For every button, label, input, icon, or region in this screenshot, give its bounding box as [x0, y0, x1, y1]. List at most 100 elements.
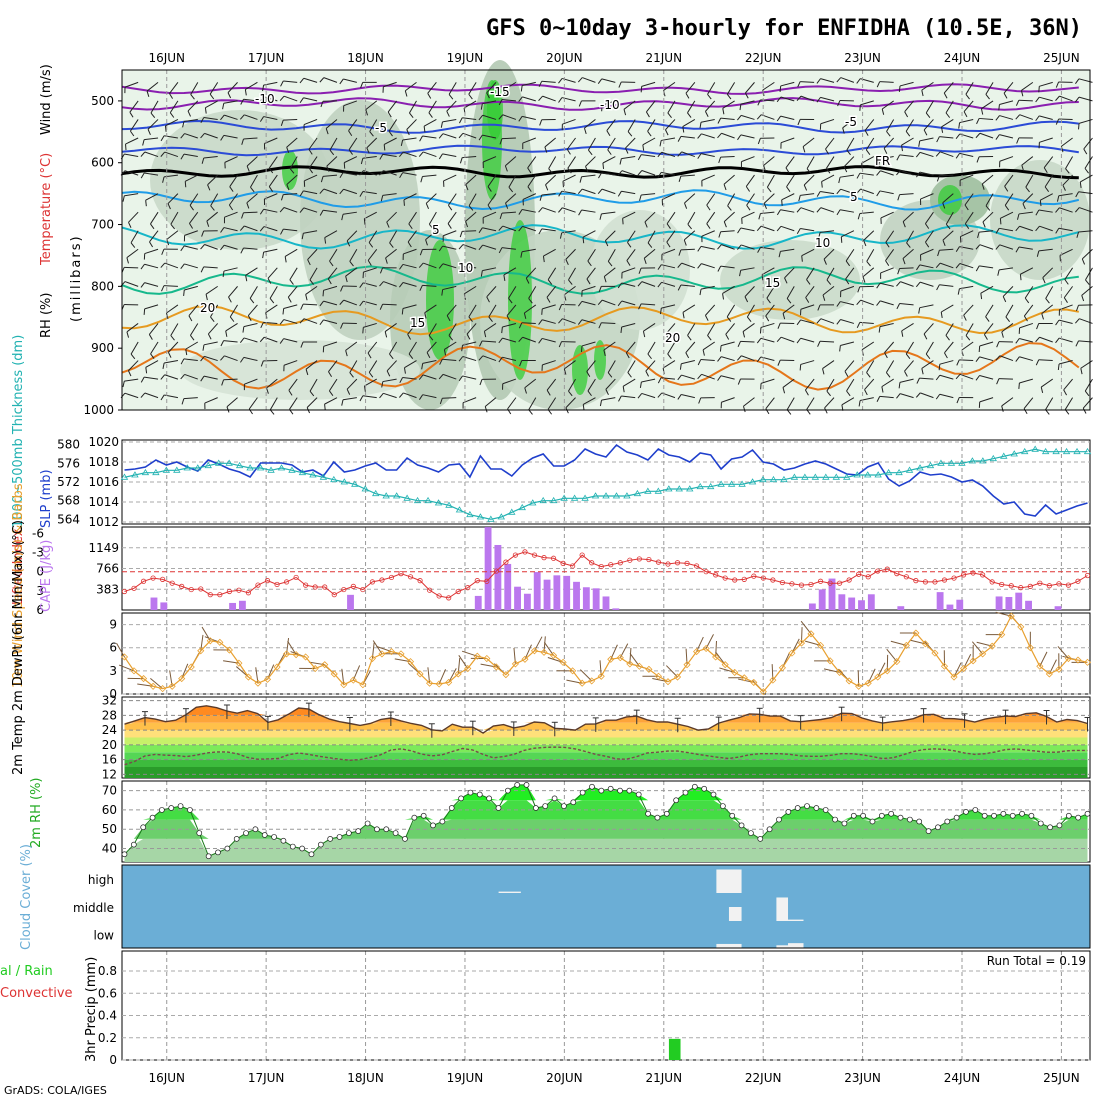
wind-barb — [707, 82, 716, 95]
wind-barb — [800, 95, 815, 102]
wind-barb — [422, 174, 437, 177]
rh-point — [243, 830, 249, 836]
wind-barb — [346, 230, 358, 242]
wind-speed-point — [950, 673, 958, 681]
wind-barb — [800, 620, 812, 635]
wind-barb — [501, 247, 516, 250]
cape-bar — [838, 594, 846, 610]
wind-barb-flag — [140, 282, 145, 288]
wind-barb — [877, 662, 886, 678]
wind-barb-flag — [657, 151, 663, 158]
wind-speed-point — [569, 667, 577, 675]
date-label-bottom: 24JUN — [944, 1071, 981, 1085]
rh-point — [804, 803, 810, 809]
contour-label: 15 — [765, 276, 780, 290]
wind-barb-flag — [1076, 231, 1080, 238]
wind-barb — [1023, 304, 1034, 317]
wind-speed-point — [321, 661, 329, 669]
wind-barb — [462, 375, 477, 380]
wind-barb-flag — [822, 368, 825, 375]
wind-barb — [820, 207, 835, 213]
wind-barb — [641, 378, 656, 383]
wind-barb — [228, 193, 238, 206]
wind-speed-point — [311, 664, 319, 673]
wind-barb-flag — [244, 89, 247, 96]
lifted-index-point — [312, 584, 318, 590]
thickness-point — [309, 471, 317, 478]
wind-barb-flag — [586, 371, 591, 377]
wind-barb — [1039, 336, 1053, 343]
wind-barb-flag — [647, 353, 652, 360]
wind-barb-flag — [837, 100, 841, 107]
upper-ylabel-temp: Temperature (°C) — [39, 153, 54, 266]
wind-barb-flag — [796, 319, 801, 326]
wind-barb — [542, 360, 556, 366]
wind-barb-flag — [784, 277, 788, 284]
wind-barb-flag — [588, 149, 593, 156]
wind-barb — [426, 341, 437, 353]
wind-barb-flag — [239, 225, 245, 231]
wind-barb-flag — [565, 259, 569, 266]
wind-barb-flag — [346, 240, 351, 247]
wind-barb — [886, 119, 895, 132]
wind-barb-flag — [319, 300, 324, 307]
wind-barb-flag — [1055, 319, 1060, 326]
rh-point — [1065, 812, 1072, 819]
wind-barb-flag — [843, 166, 848, 173]
wind-barb-flag — [627, 242, 632, 248]
wind-barb — [761, 267, 775, 276]
wind-barb-flag — [704, 111, 709, 117]
wind-barb-flag — [539, 119, 543, 126]
wind-barb-flag — [995, 228, 1000, 234]
wind-speed-point — [616, 654, 624, 662]
rh-point — [738, 822, 745, 829]
wind-barb — [482, 134, 497, 139]
wind-barb — [368, 360, 378, 373]
wind-barb — [906, 230, 914, 244]
wind-barb — [680, 135, 695, 139]
thickness-point — [361, 485, 369, 492]
wind-barb — [1019, 225, 1034, 232]
wind-barb-flag — [923, 333, 928, 340]
wind-barb — [780, 137, 795, 144]
thickness-point — [591, 492, 600, 499]
wind-barb-flag — [458, 244, 464, 250]
wind-barb-flag — [1025, 186, 1030, 193]
panel-frame — [121, 69, 1091, 411]
wind-barb — [442, 245, 457, 250]
wind-barb-flag — [766, 186, 772, 193]
wind-barb — [505, 193, 517, 204]
wind-barb-flag — [782, 387, 786, 394]
wind-barb-flag — [126, 257, 129, 264]
cape-bar — [563, 575, 571, 610]
upper-ylabel-rh: RH (%) — [39, 293, 54, 338]
wind-barb — [204, 397, 218, 404]
wind-barb — [402, 281, 417, 287]
wind-barb-flag — [225, 330, 228, 337]
wind-barb — [1048, 659, 1057, 675]
wind-barb-flag — [1022, 203, 1026, 210]
wind-barb — [621, 190, 636, 195]
wind-barb — [323, 188, 338, 195]
wind-barb — [166, 304, 179, 314]
wind-barb-flag — [388, 130, 393, 137]
lifted-index-point — [827, 580, 833, 586]
wind-barb — [879, 81, 894, 83]
wind-barb-flag — [329, 149, 335, 156]
date-label-top: 20JUN — [546, 51, 583, 65]
wind-barb-flag — [425, 203, 430, 210]
top-date-axis: 16JUN 17JUN 18JUN 19JUN 20JUN 21JUN 22JUN 23JUN… — [148, 51, 1079, 65]
wind-barb — [468, 82, 477, 95]
wind-barb — [581, 209, 596, 213]
wind-barb-flag — [825, 148, 830, 155]
wind-speed-point — [149, 682, 157, 690]
wind-barb — [723, 211, 735, 222]
wind-barb — [243, 322, 258, 328]
wind-barb — [164, 374, 179, 380]
wind-barb-flag — [200, 244, 205, 250]
wind-barb — [183, 397, 198, 400]
rh-point — [645, 810, 651, 817]
wind-barb-flag — [1043, 167, 1048, 174]
wind-barb — [209, 82, 219, 95]
wind-speed-point — [483, 654, 491, 663]
